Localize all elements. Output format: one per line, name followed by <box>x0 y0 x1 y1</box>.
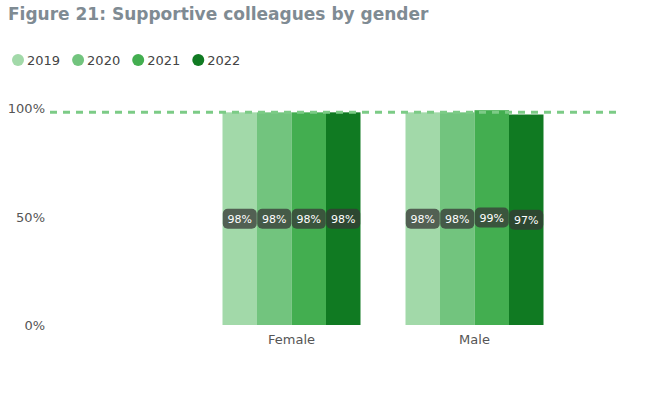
data-label: 98% <box>228 213 252 226</box>
bar <box>509 115 544 325</box>
x-tick-label: Female <box>268 332 315 347</box>
legend-label: 2022 <box>207 53 240 68</box>
reference-line <box>50 111 618 114</box>
x-tick-label: Male <box>459 332 490 347</box>
data-label-bg <box>440 209 474 229</box>
data-label: 97% <box>514 214 538 227</box>
bar <box>475 110 510 325</box>
data-label-bg <box>326 209 360 229</box>
legend-swatch <box>132 54 144 66</box>
bar <box>406 112 441 325</box>
data-label: 98% <box>297 213 321 226</box>
bar <box>440 112 475 325</box>
y-tick-label: 50% <box>16 210 45 225</box>
y-tick-label: 100% <box>8 101 45 116</box>
legend-label: 2020 <box>87 53 120 68</box>
data-label-bg <box>292 209 326 229</box>
bar <box>257 112 292 325</box>
y-tick-label: 0% <box>24 318 45 333</box>
legend-label: 2021 <box>147 53 180 68</box>
data-label: 99% <box>480 212 504 225</box>
data-label: 98% <box>262 213 286 226</box>
chart-title: Figure 21: Supportive colleagues by gend… <box>8 4 429 24</box>
legend-label: 2019 <box>27 53 60 68</box>
data-label-bg <box>509 210 543 230</box>
data-label: 98% <box>445 213 469 226</box>
chart-container: Figure 21: Supportive colleagues by gend… <box>0 0 658 408</box>
chart-svg: Figure 21: Supportive colleagues by gend… <box>0 0 658 408</box>
bars <box>223 110 544 325</box>
data-label: 98% <box>411 213 435 226</box>
data-label: 98% <box>331 213 355 226</box>
bar <box>292 112 327 325</box>
legend: 2019 2020 2021 2022 <box>12 53 240 68</box>
legend-swatch <box>192 54 204 66</box>
data-label-bg <box>475 208 509 228</box>
data-label-bg <box>257 209 291 229</box>
data-label-bg <box>223 209 257 229</box>
bar <box>223 112 258 325</box>
bar <box>326 112 361 325</box>
legend-swatch <box>12 54 24 66</box>
legend-swatch <box>72 54 84 66</box>
data-label-bg <box>406 209 440 229</box>
